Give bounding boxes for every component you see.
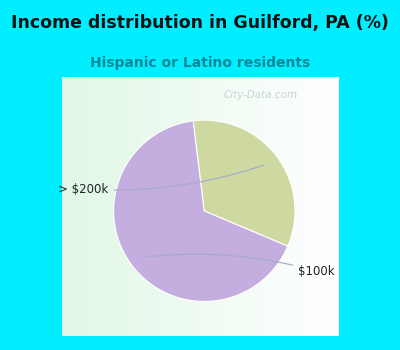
Text: Hispanic or Latino residents: Hispanic or Latino residents [90,56,310,70]
Text: $100k: $100k [146,254,335,278]
Text: City-Data.com: City-Data.com [224,90,298,100]
Wedge shape [193,120,295,246]
Text: > $200k: > $200k [58,165,263,196]
Wedge shape [114,121,288,301]
Text: Income distribution in Guilford, PA (%): Income distribution in Guilford, PA (%) [11,14,389,32]
